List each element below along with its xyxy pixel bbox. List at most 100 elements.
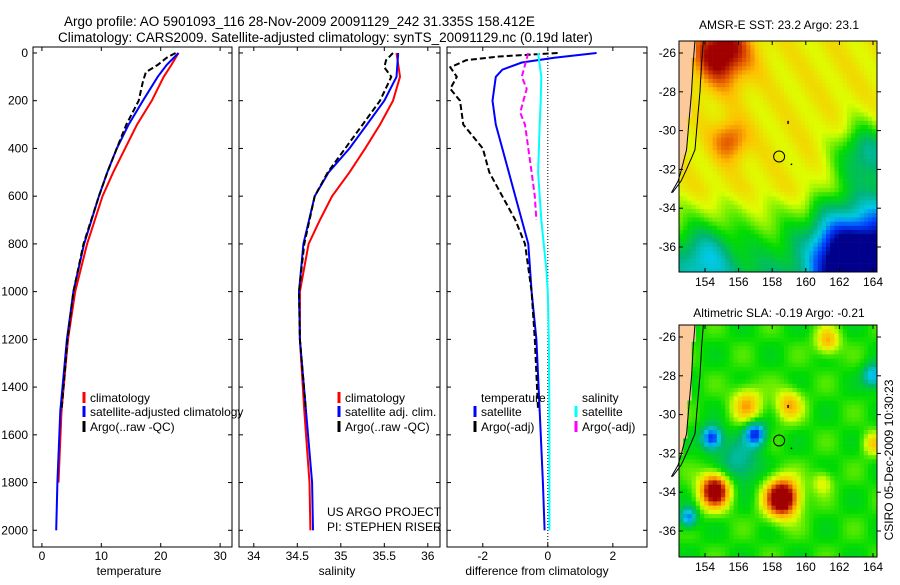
heatmap-cell xyxy=(750,434,755,439)
heatmap-cell xyxy=(708,464,713,469)
heatmap-cell xyxy=(860,264,865,269)
heatmap-cell xyxy=(763,476,768,481)
heatmap-cell xyxy=(704,62,709,67)
heatmap-cell xyxy=(818,121,823,126)
heatmap-cell xyxy=(746,493,751,498)
heatmap-cell xyxy=(746,396,751,401)
heatmap-cell xyxy=(784,401,789,406)
heatmap-cell xyxy=(725,112,730,117)
heatmap-cell xyxy=(771,62,776,67)
heatmap-cell xyxy=(784,188,789,193)
heatmap-cell xyxy=(809,497,814,502)
heatmap-cell xyxy=(717,472,722,477)
heatmap-cell xyxy=(818,159,823,164)
land-cell xyxy=(679,417,684,422)
heatmap-cell xyxy=(822,234,827,239)
heatmap-cell xyxy=(847,217,852,222)
heatmap-cell xyxy=(855,346,860,351)
heatmap-cell xyxy=(868,251,873,256)
heatmap-cell xyxy=(805,125,810,130)
heatmap-cell xyxy=(788,167,793,172)
heatmap-cell xyxy=(750,438,755,443)
heatmap-cell xyxy=(847,392,852,397)
heatmap-cell xyxy=(725,480,730,485)
heatmap-cell xyxy=(725,396,730,401)
heatmap-cell xyxy=(801,125,806,130)
land-cell xyxy=(683,125,688,130)
heatmap-cell xyxy=(742,87,747,92)
heatmap-cell xyxy=(700,493,705,498)
heatmap-cell xyxy=(809,243,814,248)
heatmap-cell xyxy=(851,192,856,197)
heatmap-cell xyxy=(708,58,713,63)
heatmap-cell xyxy=(864,180,869,185)
heatmap-cell xyxy=(704,375,709,380)
heatmap-cell xyxy=(780,129,785,134)
heatmap-cell xyxy=(708,363,713,368)
heatmap-cell xyxy=(746,417,751,422)
heatmap-cell xyxy=(813,125,818,130)
heatmap-cell xyxy=(805,49,810,54)
heatmap-cell xyxy=(759,338,764,343)
heatmap-cell xyxy=(771,146,776,151)
heatmap-cell xyxy=(864,87,869,92)
heatmap-cell xyxy=(839,247,844,252)
heatmap-cell xyxy=(809,350,814,355)
heatmap-cell xyxy=(872,459,877,464)
heatmap-cell xyxy=(721,146,726,151)
heatmap-cell xyxy=(839,238,844,243)
heatmap-cell xyxy=(784,434,789,439)
heatmap-cell xyxy=(860,96,865,101)
heatmap-cell xyxy=(738,401,743,406)
heatmap-cell xyxy=(725,268,730,272)
heatmap-cell xyxy=(860,472,865,477)
heatmap-cell xyxy=(788,338,793,343)
heatmap-cell xyxy=(818,108,823,113)
heatmap-cell xyxy=(847,150,852,155)
heatmap-cell xyxy=(776,451,781,456)
heatmap-cell xyxy=(805,359,810,364)
heatmap-cell xyxy=(692,506,697,511)
heatmap-cell xyxy=(801,213,806,218)
heatmap-cell xyxy=(851,417,856,422)
heatmap-cell xyxy=(784,125,789,130)
heatmap-cell xyxy=(864,146,869,151)
heatmap-cell xyxy=(788,459,793,464)
heatmap-cell xyxy=(847,121,852,126)
heatmap-cell xyxy=(759,108,764,113)
heatmap-cell xyxy=(834,455,839,460)
heatmap-cell xyxy=(868,489,873,494)
heatmap-cell xyxy=(729,510,734,515)
heatmap-cell xyxy=(860,443,865,448)
heatmap-cell xyxy=(734,426,739,431)
heatmap-cell xyxy=(839,163,844,168)
heatmap-cell xyxy=(792,392,797,397)
heatmap-cell xyxy=(809,342,814,347)
heatmap-cell xyxy=(696,104,701,109)
heatmap-cell xyxy=(734,489,739,494)
heatmap-cell xyxy=(843,45,848,50)
heatmap-cell xyxy=(868,91,873,96)
heatmap-cell xyxy=(839,426,844,431)
heatmap-cell xyxy=(708,150,713,155)
heatmap-cell xyxy=(759,367,764,372)
heatmap-cell xyxy=(704,205,709,210)
heatmap-cell xyxy=(687,142,692,147)
heatmap-cell xyxy=(759,222,764,227)
heatmap-cell xyxy=(725,138,730,143)
heatmap-cell xyxy=(843,117,848,122)
heatmap-cell xyxy=(746,259,751,264)
heatmap-cell xyxy=(805,409,810,414)
heatmap-cell xyxy=(750,112,755,117)
heatmap-cell xyxy=(717,150,722,155)
heatmap-cell xyxy=(872,371,877,376)
heatmap-cell xyxy=(818,142,823,147)
heatmap-cell xyxy=(834,472,839,477)
heatmap-cell xyxy=(801,108,806,113)
heatmap-cell xyxy=(750,430,755,435)
heatmap-cell xyxy=(763,510,768,515)
heatmap-cell xyxy=(813,180,818,185)
heatmap-cell xyxy=(763,79,768,84)
heatmap-cell xyxy=(729,96,734,101)
heatmap-cell xyxy=(725,146,730,151)
